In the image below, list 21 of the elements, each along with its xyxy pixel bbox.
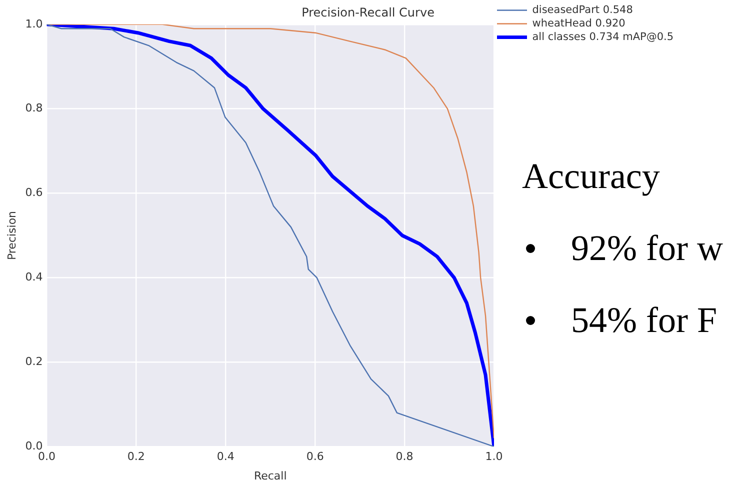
y-axis-title: Precision [5, 210, 18, 260]
legend-label: all classes 0.734 mAP@0.5 [532, 30, 674, 43]
x-tick-label: 0.4 [216, 450, 234, 464]
text: 54% for F [571, 299, 717, 341]
legend-label: diseasedPart 0.548 [532, 4, 633, 16]
x-tick-label: 0.8 [396, 450, 414, 464]
text: 92% for w [571, 227, 723, 269]
legend-label: wheatHead 0.920 [532, 17, 626, 30]
y-tick-label: 0.6 [25, 186, 43, 200]
x-tick-label: 1.0 [485, 450, 503, 464]
x-tick-label: 0.6 [306, 450, 324, 464]
y-tick-label: 0.4 [25, 270, 43, 284]
y-tick-label: 0.0 [25, 439, 43, 452]
y-tick-label: 0.8 [25, 102, 43, 115]
chart-title: Precision-Recall Curve [302, 5, 434, 20]
x-axis-title: Recall [254, 469, 287, 482]
y-tick-label: 0.2 [25, 355, 43, 368]
y-tick-label: 1.0 [25, 17, 43, 30]
x-tick-label: 0.2 [127, 450, 145, 464]
text: Accuracy [522, 155, 660, 197]
x-tick-label: 0.0 [38, 450, 56, 464]
